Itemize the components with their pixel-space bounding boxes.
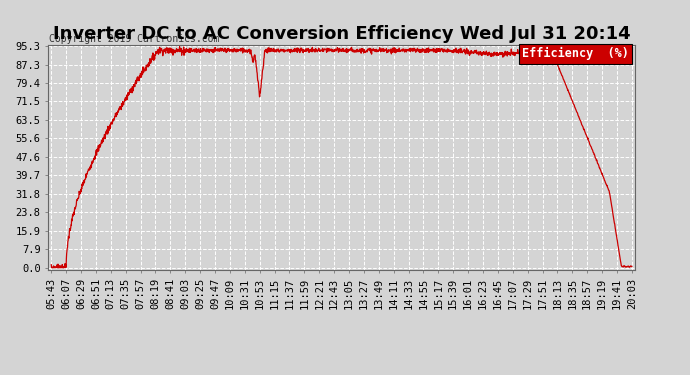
- Title: Inverter DC to AC Conversion Efficiency Wed Jul 31 20:14: Inverter DC to AC Conversion Efficiency …: [52, 26, 631, 44]
- Text: Copyright 2019 Cartronics.com: Copyright 2019 Cartronics.com: [49, 34, 219, 44]
- Text: Efficiency  (%): Efficiency (%): [522, 47, 629, 60]
